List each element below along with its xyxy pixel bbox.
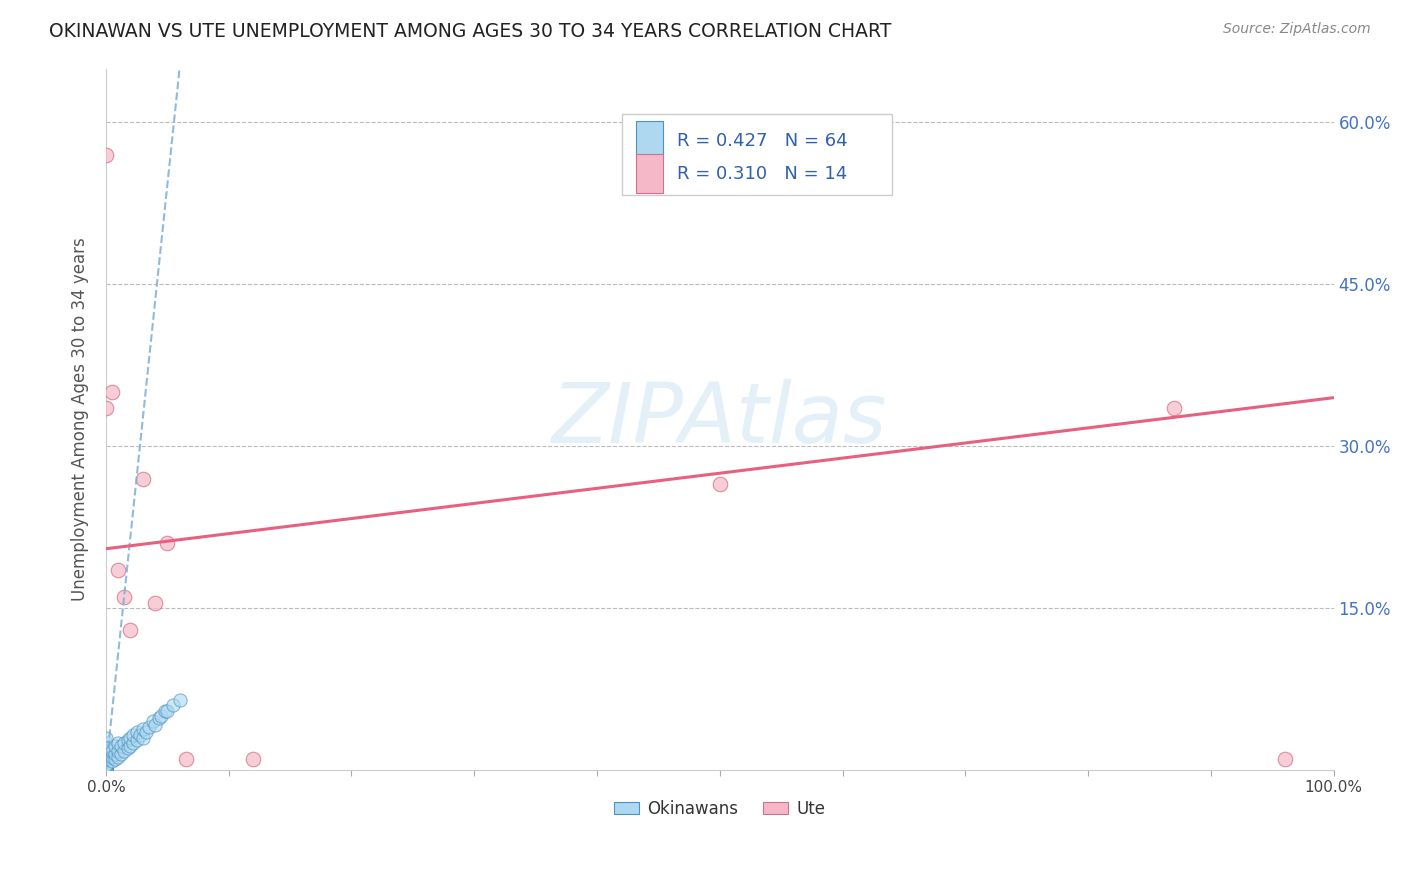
Point: [94, 736, 117, 750]
Point: [125, 725, 148, 739]
Point: [122, 729, 145, 743]
Point: [120, 623, 142, 637]
Point: [1163, 401, 1185, 416]
Point: [94, 763, 117, 777]
Point: [117, 741, 139, 756]
Point: [101, 385, 124, 400]
Point: [120, 739, 142, 754]
Point: [156, 704, 179, 718]
Point: [94, 763, 117, 777]
Point: [110, 747, 132, 761]
Point: [94, 757, 117, 772]
FancyBboxPatch shape: [621, 114, 891, 194]
Point: [132, 731, 155, 745]
Point: [101, 755, 124, 769]
FancyBboxPatch shape: [637, 154, 664, 193]
Point: [120, 731, 142, 745]
Point: [94, 757, 117, 772]
Point: [103, 752, 125, 766]
Point: [117, 732, 139, 747]
Point: [110, 739, 132, 754]
Point: [107, 563, 129, 577]
Point: [107, 743, 129, 757]
Point: [150, 709, 173, 723]
Point: [94, 763, 117, 777]
Text: R = 0.310   N = 14: R = 0.310 N = 14: [676, 165, 846, 183]
FancyBboxPatch shape: [637, 121, 664, 160]
Point: [101, 743, 124, 757]
Point: [129, 729, 152, 743]
Point: [101, 750, 124, 764]
Point: [153, 704, 176, 718]
Point: [94, 763, 117, 777]
Point: [94, 747, 117, 761]
Text: R = 0.427   N = 64: R = 0.427 N = 64: [676, 132, 848, 150]
Point: [94, 747, 117, 761]
Point: [94, 763, 117, 777]
Y-axis label: Unemployment Among Ages 30 to 34 years: Unemployment Among Ages 30 to 34 years: [72, 237, 89, 601]
Point: [94, 752, 117, 766]
Point: [138, 720, 160, 734]
Point: [132, 472, 155, 486]
Point: [169, 693, 191, 707]
Point: [112, 591, 135, 605]
Point: [94, 763, 117, 777]
Point: [94, 763, 117, 777]
Point: [132, 722, 155, 736]
Point: [94, 747, 117, 761]
Point: [709, 477, 731, 491]
Point: [94, 763, 117, 777]
Point: [135, 725, 157, 739]
Point: [94, 752, 117, 766]
Point: [112, 736, 135, 750]
Point: [148, 711, 170, 725]
Point: [242, 752, 264, 766]
Point: [107, 750, 129, 764]
Point: [103, 747, 125, 761]
Point: [125, 732, 148, 747]
Point: [156, 536, 179, 550]
Point: [103, 739, 125, 754]
Point: [94, 763, 117, 777]
Point: [142, 714, 165, 729]
Point: [94, 148, 117, 162]
Point: [143, 717, 166, 731]
Point: [1274, 752, 1296, 766]
Point: [94, 752, 117, 766]
Point: [174, 752, 197, 766]
Point: [162, 698, 184, 713]
Point: [94, 763, 117, 777]
Point: [94, 401, 117, 416]
Legend: Okinawans, Ute: Okinawans, Ute: [607, 794, 832, 825]
Point: [94, 763, 117, 777]
Text: OKINAWAN VS UTE UNEMPLOYMENT AMONG AGES 30 TO 34 YEARS CORRELATION CHART: OKINAWAN VS UTE UNEMPLOYMENT AMONG AGES …: [49, 22, 891, 41]
Point: [143, 596, 166, 610]
Point: [94, 741, 117, 756]
Point: [112, 743, 135, 757]
Point: [94, 763, 117, 777]
Text: ZIPAtlas: ZIPAtlas: [553, 379, 887, 459]
Point: [94, 763, 117, 777]
Text: Source: ZipAtlas.com: Source: ZipAtlas.com: [1223, 22, 1371, 37]
Point: [94, 752, 117, 766]
Point: [94, 757, 117, 772]
Point: [94, 731, 117, 745]
Point: [94, 763, 117, 777]
Point: [94, 763, 117, 777]
Point: [94, 741, 117, 756]
Point: [94, 757, 117, 772]
Point: [107, 736, 129, 750]
Point: [122, 736, 145, 750]
